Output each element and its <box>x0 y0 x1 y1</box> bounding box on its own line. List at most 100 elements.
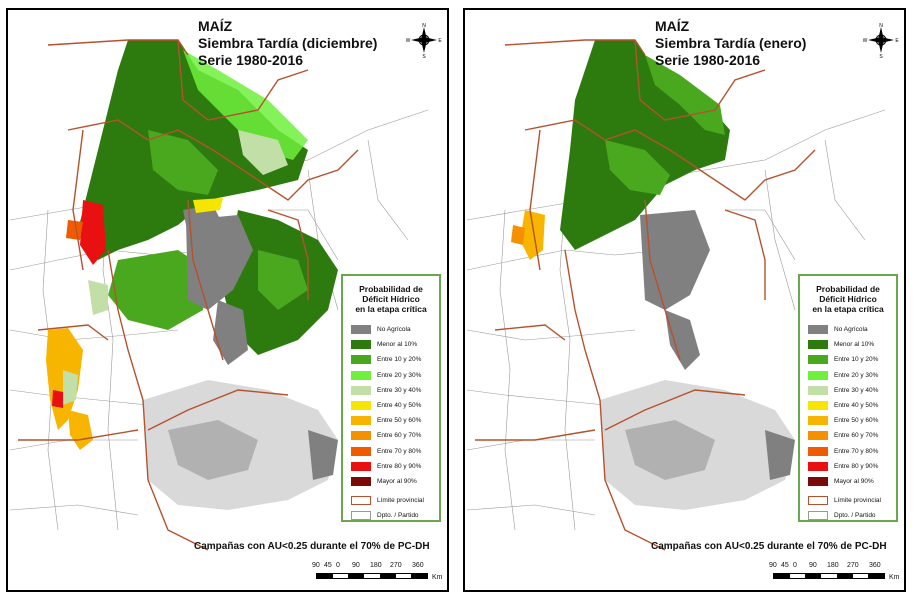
legend-label: No Agrícola <box>377 326 411 334</box>
legend-label: Entre 50 y 60% <box>377 417 422 425</box>
legend-swatch <box>808 476 828 486</box>
legend-swatch <box>351 355 371 365</box>
legend-item: Menor al 10% <box>343 337 439 352</box>
legend-label: Entre 40 y 50% <box>834 402 879 410</box>
legend-item: Entre 60 y 70% <box>343 428 439 443</box>
province-borders <box>18 39 359 551</box>
legend-swatch <box>351 340 371 350</box>
legend-item: Mayor al 90% <box>343 474 439 489</box>
legend-item: Entre 80 y 90% <box>343 459 439 474</box>
compass-e: E <box>438 38 442 44</box>
legend-title-line2: Déficit Hídrico <box>819 294 877 304</box>
map-caption-left: Campañas con AU<0.25 durante el 70% de P… <box>194 541 430 552</box>
legend-item: Entre 70 y 80% <box>800 444 896 459</box>
legend-item: Entre 50 y 60% <box>800 413 896 428</box>
legend-label: Entre 70 y 80% <box>834 447 879 455</box>
legend-item: Entre 40 y 50% <box>343 398 439 413</box>
scale-tick-label: 90 <box>312 562 320 569</box>
legend-label: Entre 80 y 90% <box>377 462 422 470</box>
title-series: Serie 1980-2016 <box>655 52 761 68</box>
compass-s: S <box>422 54 426 58</box>
title-crop: MAÍZ <box>198 18 233 34</box>
map-title-right: MAÍZ Siembra Tardía (enero) Serie 1980-2… <box>655 18 806 69</box>
compass-n: N <box>422 23 426 29</box>
legend-boundaries: Límite provincial Dpto. / Partido <box>343 493 439 523</box>
legend-swatch <box>808 385 828 395</box>
title-series: Serie 1980-2016 <box>198 52 304 68</box>
scale-bar-graphic <box>773 573 885 579</box>
legend-swatch <box>808 496 828 506</box>
legend-swatch <box>808 370 828 380</box>
legend-label: Entre 20 y 30% <box>834 371 879 379</box>
scale-tick-label: 270 <box>390 562 402 569</box>
scale-tick-label: 90 <box>352 562 360 569</box>
legend-item: Entre 70 y 80% <box>343 444 439 459</box>
legend-items: No Agrícola Menor al 10% Entre 10 y 20% Ent… <box>343 322 439 489</box>
legend-label: Entre 10 y 20% <box>834 356 879 364</box>
legend-boundary-item: Límite provincial <box>343 493 439 508</box>
legend-title-line3: en la etapa crítica <box>355 304 427 314</box>
legend-label: Mayor al 90% <box>834 477 874 485</box>
map-panel-left: MAÍZ Siembra Tardía (diciembre) Serie 19… <box>6 8 449 592</box>
legend-swatch <box>351 416 371 426</box>
legend-swatch <box>351 511 371 521</box>
legend-boundary-item: Dpto. / Partido <box>343 508 439 523</box>
scale-tick-label: 270 <box>847 562 859 569</box>
scale-labels: 90 45 0 90 180 270 360 <box>769 562 901 572</box>
legend-label: Entre 80 y 90% <box>834 462 879 470</box>
legend-swatch <box>351 461 371 471</box>
compass-s: S <box>879 54 883 58</box>
legend-swatch <box>351 385 371 395</box>
legend-boundaries: Límite provincial Dpto. / Partido <box>800 493 896 523</box>
map-title-left: MAÍZ Siembra Tardía (diciembre) Serie 19… <box>198 18 377 69</box>
map-caption-right: Campañas con AU<0.25 durante el 70% de P… <box>651 541 887 552</box>
legend-item: Entre 10 y 20% <box>343 352 439 367</box>
legend-title-line3: en la etapa crítica <box>812 304 884 314</box>
scale-labels: 90 45 0 90 180 270 360 <box>312 562 444 572</box>
legend-swatch <box>808 446 828 456</box>
scale-tick-label: 0 <box>336 562 340 569</box>
legend-swatch <box>351 431 371 441</box>
legend-right: Probabilidad de Déficit Hídrico en la et… <box>798 274 898 522</box>
compass-rose-icon: N S E W <box>863 23 899 58</box>
map-canvas-right <box>466 39 886 551</box>
title-sowing: Siembra Tardía (enero) <box>655 35 807 51</box>
legend-swatch <box>808 416 828 426</box>
legend-swatch <box>808 511 828 521</box>
compass-w: W <box>406 38 411 44</box>
legend-item: Entre 50 y 60% <box>343 413 439 428</box>
legend-label: Entre 40 y 50% <box>377 402 422 410</box>
scale-tick-label: 180 <box>370 562 382 569</box>
agro-regions <box>46 40 338 510</box>
legend-label: Entre 20 y 30% <box>377 371 422 379</box>
map-panel-right: MAÍZ Siembra Tardía (enero) Serie 1980-2… <box>463 8 906 592</box>
legend-label: Menor al 10% <box>834 341 875 349</box>
legend-item: Entre 80 y 90% <box>800 459 896 474</box>
compass-n: N <box>879 23 883 29</box>
scale-bar-graphic <box>316 573 428 579</box>
legend-label: Dpto. / Partido <box>377 512 419 520</box>
map-canvas-left <box>9 39 429 551</box>
title-sowing: Siembra Tardía (diciembre) <box>198 35 378 51</box>
scale-tick-label: 0 <box>793 562 797 569</box>
province-borders <box>475 39 816 551</box>
legend-item: No Agrícola <box>343 322 439 337</box>
legend-title-line1: Probabilidad de <box>816 284 880 294</box>
legend-label: No Agrícola <box>834 326 868 334</box>
legend-item: Mayor al 90% <box>800 474 896 489</box>
legend-item: Entre 20 y 30% <box>343 368 439 383</box>
title-crop: MAÍZ <box>655 18 690 34</box>
compass-w: W <box>863 38 868 44</box>
legend-label: Entre 50 y 60% <box>834 417 879 425</box>
legend-label: Entre 30 y 40% <box>834 386 879 394</box>
legend-swatch <box>351 476 371 486</box>
scale-tick-label: 45 <box>324 562 332 569</box>
legend-boundary-item: Dpto. / Partido <box>800 508 896 523</box>
legend-label: Límite provincial <box>377 497 424 505</box>
legend-label: Dpto. / Partido <box>834 512 876 520</box>
legend-items: No Agrícola Menor al 10% Entre 10 y 20% Ent… <box>800 322 896 489</box>
scale-bar-right: 90 45 0 90 180 270 360 Km <box>769 562 901 588</box>
scale-unit: Km <box>889 574 900 581</box>
scale-tick-label: 180 <box>827 562 839 569</box>
legend-item: Entre 60 y 70% <box>800 428 896 443</box>
